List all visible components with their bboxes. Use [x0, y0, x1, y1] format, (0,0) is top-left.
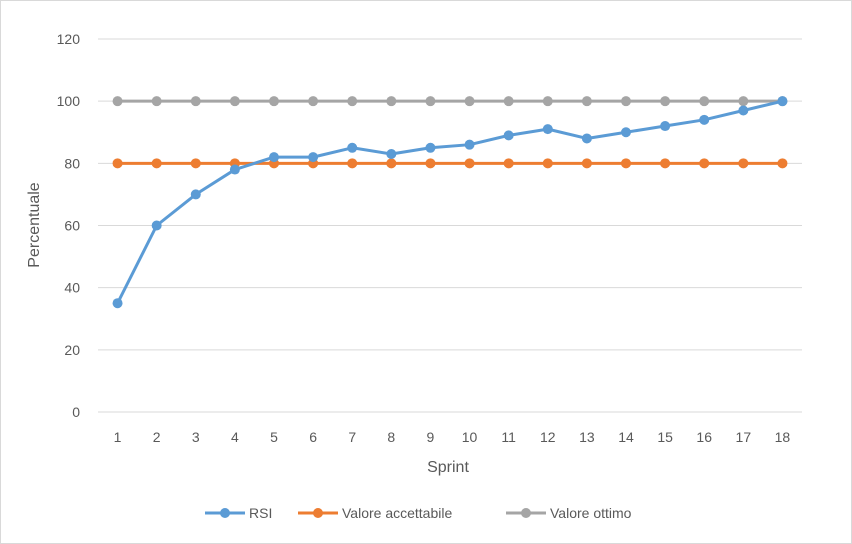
- data-point: [347, 142, 358, 153]
- legend-marker: [220, 508, 230, 518]
- data-point: [581, 133, 592, 144]
- data-point: [229, 164, 240, 175]
- data-point: [190, 158, 201, 169]
- x-tick-label: 18: [775, 429, 791, 445]
- data-point: [542, 158, 553, 169]
- data-point: [621, 96, 631, 107]
- data-point: [425, 96, 436, 107]
- legend-item: RSI: [205, 505, 272, 521]
- data-point: [738, 158, 749, 169]
- data-point: [151, 96, 162, 107]
- data-point: [112, 96, 123, 107]
- series-line: [116, 99, 784, 305]
- x-tick-label: 7: [348, 429, 356, 445]
- data-point: [621, 127, 631, 138]
- data-point: [308, 96, 319, 107]
- data-point: [347, 96, 358, 107]
- legend-item: Valore ottimo: [506, 505, 632, 521]
- data-point: [777, 158, 788, 169]
- data-point: [464, 158, 475, 169]
- x-tick-label: 6: [309, 429, 317, 445]
- x-tick-label: 4: [231, 429, 239, 445]
- data-point: [738, 105, 749, 116]
- y-tick-label: 80: [64, 155, 80, 171]
- data-point: [386, 158, 397, 169]
- data-point: [503, 158, 514, 169]
- x-tick-label: 2: [153, 429, 161, 445]
- legend-label: Valore accettabile: [342, 505, 452, 521]
- x-axis-ticks: 1 2 3 4 5 6 7 8 9 10 11 12 13 14 15 16 17 18: [114, 429, 791, 445]
- x-tick-label: 8: [387, 429, 395, 445]
- legend-label: Valore ottimo: [550, 505, 632, 521]
- data-point: [581, 96, 592, 107]
- data-point: [464, 96, 475, 107]
- data-point: [777, 96, 788, 107]
- y-tick-label: 60: [64, 218, 80, 234]
- data-point: [503, 130, 514, 141]
- series-lines: [112, 96, 788, 309]
- data-point: [699, 96, 710, 107]
- y-tick-label: 0: [72, 404, 80, 420]
- gridlines: [98, 38, 802, 413]
- y-tick-label: 20: [64, 342, 80, 358]
- x-tick-label: 11: [501, 429, 516, 445]
- data-point: [660, 121, 671, 132]
- data-point: [699, 158, 710, 169]
- legend-item: Valore accettabile: [298, 505, 452, 521]
- x-tick-label: 3: [192, 429, 200, 445]
- data-point: [660, 96, 671, 107]
- data-point: [660, 158, 671, 169]
- legend-label: RSI: [249, 505, 272, 521]
- data-point: [151, 158, 162, 169]
- x-tick-label: 17: [736, 429, 752, 445]
- x-tick-label: 5: [270, 429, 278, 445]
- y-tick-label: 100: [57, 93, 81, 109]
- data-point: [112, 158, 123, 169]
- data-point: [425, 158, 436, 169]
- x-tick-label: 13: [579, 429, 595, 445]
- legend-marker: [313, 508, 323, 518]
- x-tick-label: 14: [618, 429, 634, 445]
- y-tick-label: 120: [57, 31, 81, 47]
- x-tick-label: 9: [427, 429, 435, 445]
- data-point: [229, 96, 240, 107]
- series-valore-ottimo: [112, 96, 788, 107]
- data-point: [542, 124, 553, 135]
- legend-marker: [521, 508, 531, 518]
- data-point: [308, 152, 319, 163]
- y-tick-label: 40: [64, 280, 80, 296]
- x-tick-label: 16: [696, 429, 712, 445]
- data-point: [503, 96, 514, 107]
- data-point: [542, 96, 553, 107]
- series-valore-accettabile: [112, 158, 788, 169]
- x-axis-title: Sprint: [427, 459, 469, 476]
- data-point: [464, 139, 475, 150]
- x-tick-label: 12: [540, 429, 556, 445]
- data-point: [269, 96, 279, 107]
- series-rsi: [112, 96, 788, 309]
- data-point: [269, 152, 279, 163]
- data-point: [190, 96, 201, 107]
- data-point: [386, 149, 397, 160]
- y-axis-title: Percentuale: [26, 182, 43, 267]
- data-point: [347, 158, 358, 169]
- data-point: [699, 114, 710, 125]
- data-point: [112, 298, 123, 309]
- y-axis-ticks: 0 20 40 60 80 100 120: [57, 31, 81, 420]
- data-point: [738, 96, 749, 107]
- x-tick-label: 10: [462, 429, 478, 445]
- data-point: [151, 220, 162, 231]
- legend: RSI Valore accettabile Valore ottimo: [205, 505, 632, 521]
- data-point: [386, 96, 397, 107]
- data-point: [581, 158, 592, 169]
- x-tick-label: 1: [114, 429, 122, 445]
- x-tick-label: 15: [657, 429, 673, 445]
- data-point: [190, 189, 201, 200]
- data-point: [425, 142, 436, 153]
- data-point: [621, 158, 631, 169]
